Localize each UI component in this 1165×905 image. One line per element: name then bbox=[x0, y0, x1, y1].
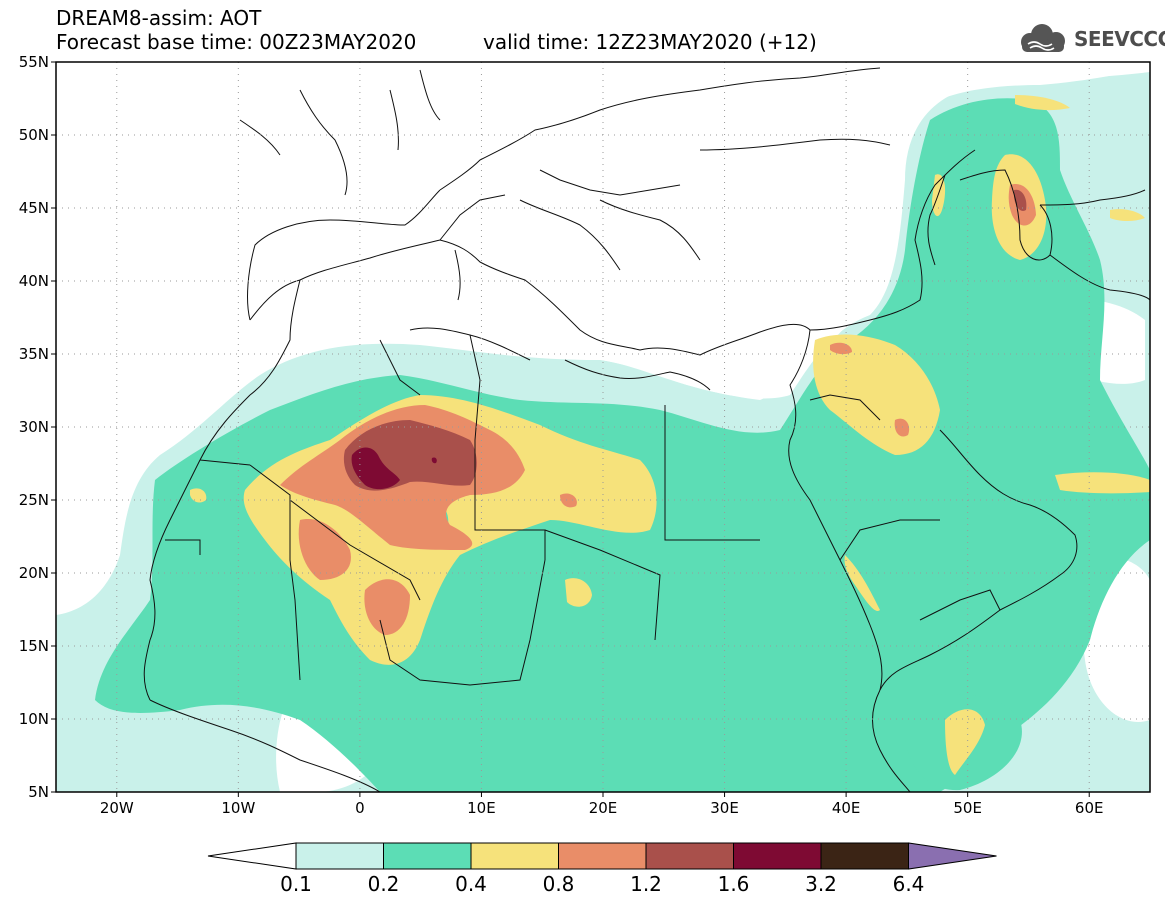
cloud-logo-icon bbox=[1021, 24, 1065, 52]
longitude-axis: 20W 10W 0 10E 20E 30E 40E 50E 60E bbox=[100, 792, 1104, 817]
lat-tick-label: 10N bbox=[19, 710, 49, 728]
lon-tick-label: 30E bbox=[710, 799, 739, 817]
colorbar-label: 3.2 bbox=[805, 872, 837, 896]
colorbar-label: 6.4 bbox=[893, 872, 925, 896]
aot-field bbox=[56, 62, 1150, 792]
colorbar-label: 0.2 bbox=[368, 872, 400, 896]
lon-tick-label: 0 bbox=[355, 799, 365, 817]
colorbar-band bbox=[383, 842, 472, 870]
lat-tick-label: 45N bbox=[19, 199, 49, 217]
colorbar-label: 0.1 bbox=[280, 872, 312, 896]
lon-tick-label: 40E bbox=[832, 799, 861, 817]
colorbar-band bbox=[558, 842, 647, 870]
lon-tick-label: 60E bbox=[1075, 799, 1104, 817]
aot-contour-1-6 bbox=[351, 447, 437, 490]
colorbar-label: 0.4 bbox=[455, 872, 487, 896]
lon-tick-label: 50E bbox=[953, 799, 982, 817]
lon-tick-label: 10W bbox=[221, 799, 255, 817]
colorbar-band bbox=[645, 842, 734, 870]
map-title: DREAM8-assim: AOT bbox=[56, 6, 262, 30]
colorbar-under-triangle bbox=[207, 842, 297, 870]
colorbar-over-triangle bbox=[908, 842, 997, 870]
colorbar-label: 0.8 bbox=[543, 872, 575, 896]
logo-text: SEEVCCC bbox=[1074, 27, 1165, 51]
colorbar-band bbox=[733, 842, 822, 870]
lat-tick-label: 5N bbox=[28, 783, 49, 801]
lon-tick-label: 20W bbox=[100, 799, 134, 817]
lat-tick-label: 25N bbox=[19, 491, 49, 509]
colorbar-band bbox=[820, 842, 909, 870]
valid-time: valid time: 12Z23MAY2020 (+12) bbox=[483, 30, 817, 54]
lat-tick-label: 50N bbox=[19, 126, 49, 144]
lat-tick-label: 20N bbox=[19, 564, 49, 582]
lon-tick-label: 10E bbox=[467, 799, 496, 817]
coastlines-and-borders bbox=[143, 67, 1150, 792]
colorbar-band bbox=[295, 842, 384, 870]
lat-tick-label: 40N bbox=[19, 272, 49, 290]
lat-tick-label: 30N bbox=[19, 418, 49, 436]
lon-tick-label: 20E bbox=[589, 799, 618, 817]
colorbar-band bbox=[470, 842, 559, 870]
lat-tick-label: 55N bbox=[19, 53, 49, 71]
lat-tick-label: 35N bbox=[19, 345, 49, 363]
colorbar-label: 1.2 bbox=[630, 872, 662, 896]
colorbar: 0.1 0.2 0.4 0.8 1.2 1.6 3.2 6.4 bbox=[207, 842, 997, 896]
lat-tick-label: 15N bbox=[19, 637, 49, 655]
colorbar-label: 1.6 bbox=[718, 872, 750, 896]
forecast-base-time: Forecast base time: 00Z23MAY2020 bbox=[56, 30, 417, 54]
latitude-axis: 55N 50N 45N 40N 35N 30N 25N 20N 15N 10N 5N bbox=[19, 53, 56, 801]
gridlines bbox=[56, 62, 1150, 792]
